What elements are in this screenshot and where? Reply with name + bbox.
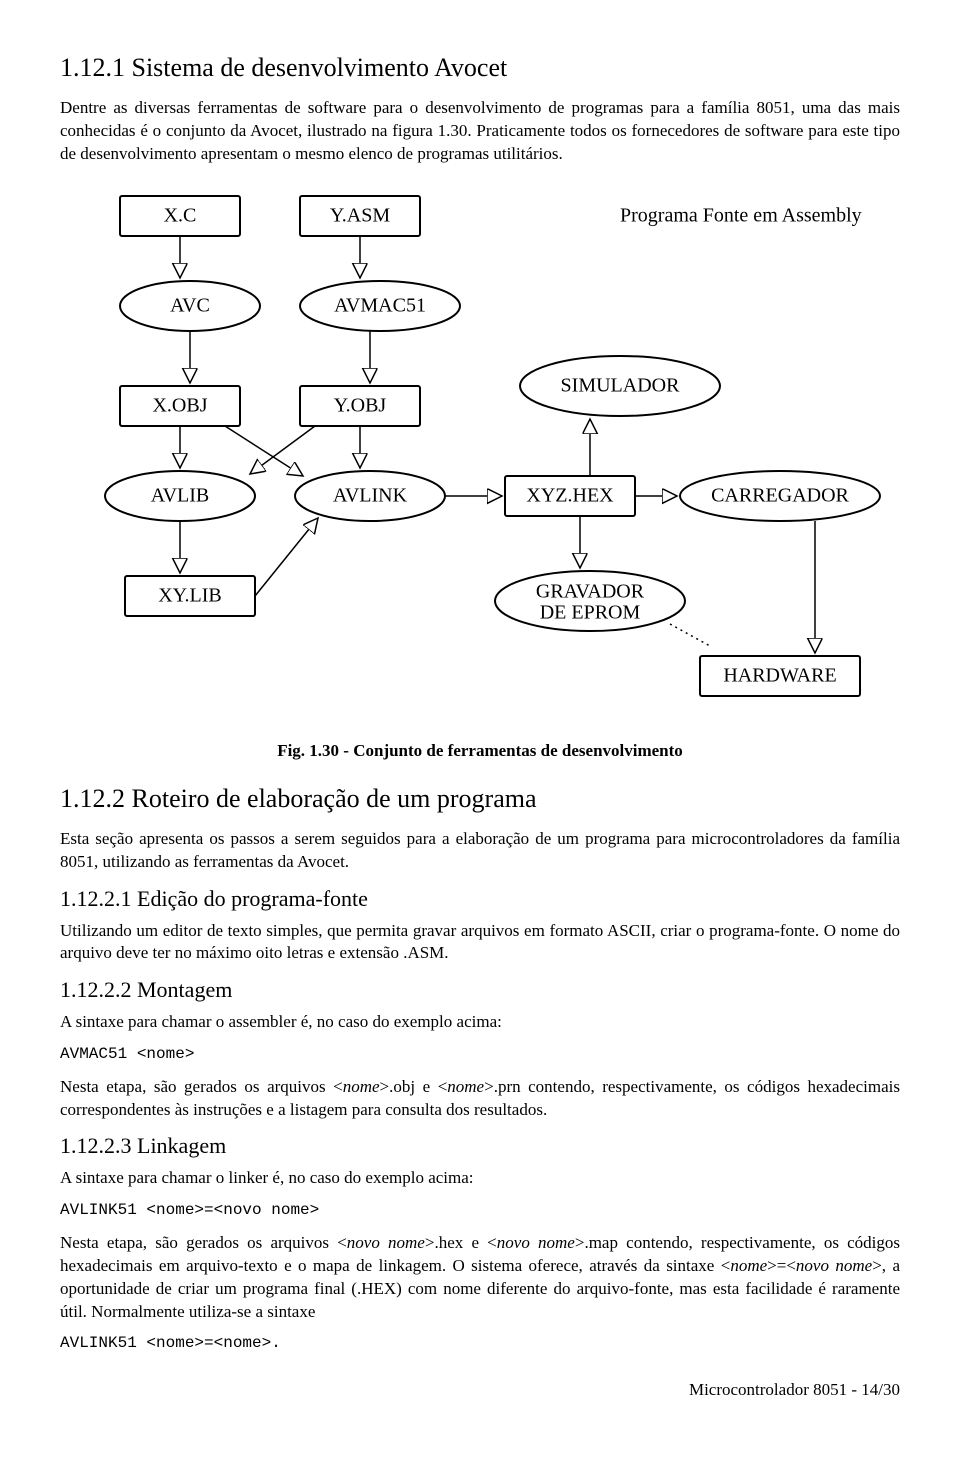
svg-text:AVMAC51: AVMAC51 xyxy=(334,295,426,317)
svg-text:CARREGADOR: CARREGADOR xyxy=(711,485,849,507)
node-xobj: X.OBJ xyxy=(120,386,240,426)
svg-text:DE EPROM: DE EPROM xyxy=(540,602,641,624)
paragraph-montagem-out: Nesta etapa, são gerados os arquivos <no… xyxy=(60,1076,900,1122)
heading-montagem: 1.12.2.2 Montagem xyxy=(60,975,900,1005)
svg-text:Y.ASM: Y.ASM xyxy=(330,205,390,227)
diagram-toolchain: X.C Y.ASM Programa Fonte em Assembly AVC… xyxy=(60,176,900,726)
node-simulador: SIMULADOR xyxy=(520,356,720,416)
node-hardware: HARDWARE xyxy=(700,656,860,696)
figure-caption: Fig. 1.30 - Conjunto de ferramentas de d… xyxy=(60,740,900,763)
paragraph-intro: Dentre as diversas ferramentas de softwa… xyxy=(60,97,900,166)
code-avlink2: AVLINK51 <nome>=<nome>. xyxy=(60,1333,900,1355)
node-yobj: Y.OBJ xyxy=(300,386,420,426)
node-avc: AVC xyxy=(120,281,260,331)
code-avlink: AVLINK51 <nome>=<novo nome> xyxy=(60,1200,900,1222)
page-footer: Microcontrolador 8051 - 14/30 xyxy=(60,1379,900,1402)
heading-avocet-system: 1.12.1 Sistema de desenvolvimento Avocet xyxy=(60,50,900,85)
svg-text:GRAVADOR: GRAVADOR xyxy=(536,581,645,603)
svg-text:SIMULADOR: SIMULADOR xyxy=(561,375,681,397)
node-xylib: XY.LIB xyxy=(125,576,255,616)
paragraph-edicao: Utilizando um editor de texto simples, q… xyxy=(60,920,900,966)
heading-linkagem: 1.12.2.3 Linkagem xyxy=(60,1131,900,1161)
node-carregador: CARREGADOR xyxy=(680,471,880,521)
heading-roteiro: 1.12.2 Roteiro de elaboração de um progr… xyxy=(60,781,900,816)
node-avlink: AVLINK xyxy=(295,471,445,521)
paragraph-link-intro: A sintaxe para chamar o linker é, no cas… xyxy=(60,1167,900,1190)
svg-text:AVC: AVC xyxy=(170,295,210,317)
svg-text:XY.LIB: XY.LIB xyxy=(158,585,222,607)
svg-text:XYZ.HEX: XYZ.HEX xyxy=(526,485,614,507)
paragraph-roteiro: Esta seção apresenta os passos a serem s… xyxy=(60,828,900,874)
node-gravador: GRAVADORDE EPROM xyxy=(495,571,685,631)
paragraph-link-out: Nesta etapa, são gerados os arquivos <no… xyxy=(60,1232,900,1324)
svg-text:X.C: X.C xyxy=(164,205,197,227)
svg-text:AVLIB: AVLIB xyxy=(151,485,210,507)
code-avmac: AVMAC51 <nome> xyxy=(60,1044,900,1066)
svg-text:Y.OBJ: Y.OBJ xyxy=(334,395,387,417)
label-assembly-source: Programa Fonte em Assembly xyxy=(620,205,862,227)
node-avlib: AVLIB xyxy=(105,471,255,521)
paragraph-montagem-intro: A sintaxe para chamar o assembler é, no … xyxy=(60,1011,900,1034)
svg-text:HARDWARE: HARDWARE xyxy=(723,665,836,687)
node-xyzhex: XYZ.HEX xyxy=(505,476,635,516)
node-xc: X.C xyxy=(120,196,240,236)
svg-text:X.OBJ: X.OBJ xyxy=(152,395,207,417)
node-avmac: AVMAC51 xyxy=(300,281,460,331)
heading-edicao: 1.12.2.1 Edição do programa-fonte xyxy=(60,884,900,914)
svg-text:AVLINK: AVLINK xyxy=(333,485,408,507)
node-yasm: Y.ASM xyxy=(300,196,420,236)
